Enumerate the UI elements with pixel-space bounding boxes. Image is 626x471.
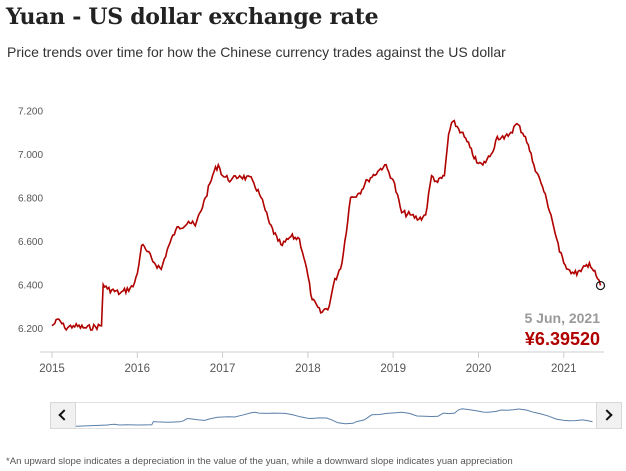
x-tick-label: 2016 [125,363,151,375]
x-tick-label: 2020 [466,363,492,375]
y-tick-label: 6.200 [18,324,43,335]
scroll-left-button[interactable] [50,402,76,429]
y-tick-label: 6.600 [18,237,43,248]
chevron-left-icon [58,409,70,421]
hover-marker [595,280,606,291]
x-tick-label: 2019 [380,363,406,375]
y-axis: 6.200 6.400 6.600 6.800 7.000 7.200 [18,107,43,336]
range-navigator[interactable] [75,402,596,429]
navigator-line [75,408,593,427]
y-tick-label: 7.000 [18,150,43,161]
tooltip-date: 5 Jun, 2021 [525,310,601,326]
tooltip-value: ¥6.39520 [525,329,600,349]
x-axis: 2015 2016 2017 2018 2019 2020 2021 [39,352,577,375]
y-tick-label: 7.200 [18,107,43,118]
x-tick-label: 2021 [551,363,577,375]
x-tick-label: 2015 [39,363,65,375]
x-tick-label: 2017 [210,363,236,375]
scroll-right-button[interactable] [596,402,622,429]
exchange-rate-line [51,119,602,332]
y-tick-label: 6.800 [18,194,43,205]
chevron-right-icon [601,409,613,421]
chart-title: Yuan - US dollar exchange rate [6,4,379,30]
x-tick-label: 2018 [295,363,321,375]
y-tick-label: 6.400 [18,281,43,292]
chart-subtitle: Price trends over time for how the Chine… [7,44,506,60]
footnote: *An upward slope indicates a depreciatio… [6,456,513,467]
